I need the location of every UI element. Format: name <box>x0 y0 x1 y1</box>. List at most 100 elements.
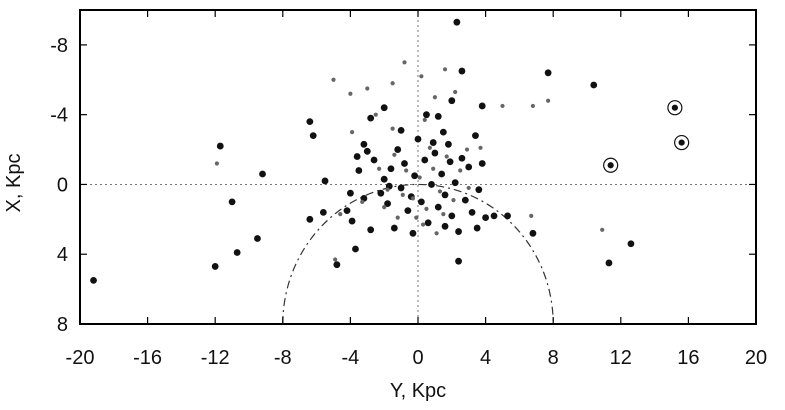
y-axis-title: X, Kpc <box>3 154 25 213</box>
ringed-point-center <box>671 104 678 111</box>
grey-data-point <box>427 145 432 150</box>
grey-data-point <box>437 189 443 194</box>
dark-data-point <box>394 146 402 153</box>
grey-data-point <box>417 175 422 180</box>
dark-data-point <box>367 226 375 234</box>
dark-data-point <box>451 179 459 187</box>
x-tick-label: -16 <box>133 347 162 369</box>
dark-data-point <box>429 139 437 146</box>
y-tick-label: 8 <box>57 314 68 336</box>
x-tick-label: 0 <box>412 347 423 369</box>
dark-data-point <box>441 222 449 230</box>
dark-data-point <box>321 177 329 185</box>
grey-data-point <box>478 145 483 150</box>
dark-data-point <box>529 229 537 237</box>
dark-data-point <box>387 165 395 173</box>
grey-data-point <box>420 222 426 227</box>
x-tick-label: -4 <box>342 347 360 369</box>
dark-data-point <box>424 219 432 227</box>
dark-data-point <box>254 235 261 242</box>
ringed-point-ring <box>674 134 690 151</box>
dark-data-point <box>461 196 469 204</box>
grey-data-point <box>453 89 458 95</box>
dark-data-point <box>458 154 466 162</box>
dark-data-point <box>428 181 435 188</box>
dark-data-point <box>448 97 456 105</box>
dark-data-point <box>423 111 430 119</box>
grey-data-point <box>349 130 355 135</box>
dark-data-point <box>352 245 359 253</box>
grey-data-point <box>382 205 387 210</box>
grey-data-point <box>385 187 390 192</box>
dark-data-point <box>401 160 408 167</box>
dark-data-point <box>439 128 447 136</box>
dark-data-point <box>90 276 97 284</box>
dark-data-point <box>397 126 405 134</box>
grey-data-point <box>402 60 407 65</box>
grey-data-point <box>442 67 448 72</box>
ticks-layer: -20 -16 -12 -8 -4 0 4 8 12 16 20 -8 -4 0 4 8 <box>50 10 767 369</box>
grey-data-point <box>464 147 470 152</box>
dark-data-point <box>404 207 412 215</box>
dark-data-point <box>434 203 442 211</box>
grey-data-point <box>373 112 378 117</box>
dark-data-point <box>355 167 363 174</box>
y-tick-label: -4 <box>50 105 68 127</box>
grey-data-point <box>392 152 397 157</box>
dark-data-point <box>259 170 266 178</box>
dark-data-point <box>438 170 446 178</box>
x-tick-label: 8 <box>548 347 559 369</box>
dark-data-point <box>397 184 405 192</box>
dark-data-point <box>348 217 356 225</box>
x-tick-label: 12 <box>610 347 632 369</box>
grey-data-point <box>377 166 382 171</box>
grey-data-point <box>414 215 419 220</box>
dark-data-point <box>458 67 466 75</box>
dark-data-point <box>380 104 388 112</box>
dark-data-point <box>353 153 361 160</box>
dark-data-point <box>211 263 219 270</box>
reference-circle <box>282 183 554 325</box>
dark-data-point <box>384 200 391 208</box>
grey-data-point <box>390 81 395 86</box>
dark-data-point <box>367 114 375 122</box>
grey-data-point <box>333 257 338 262</box>
dark-data-point <box>333 261 341 269</box>
grey-data-point <box>400 192 405 198</box>
ringed-point-ring <box>667 100 683 116</box>
dark-data-point <box>233 249 241 256</box>
grey-data-point <box>444 154 449 159</box>
dark-data-point <box>431 149 439 157</box>
dark-data-point <box>434 113 442 120</box>
ringed-point-ring <box>603 157 619 173</box>
grey-data-point <box>390 126 395 131</box>
dark-data-point <box>417 198 425 206</box>
dark-data-point <box>363 147 371 155</box>
dark-data-point <box>370 156 378 164</box>
grey-data-point <box>441 212 446 217</box>
dark-data-point <box>504 212 511 220</box>
dark-data-point <box>475 186 483 194</box>
grey-data-point <box>600 227 605 232</box>
dark-data-point <box>309 132 317 140</box>
dark-data-point <box>590 81 598 89</box>
grey-data-point <box>331 77 336 82</box>
x-tick-label: -8 <box>274 347 292 369</box>
dark-data-point <box>380 175 388 183</box>
dark-data-point <box>446 158 454 166</box>
x-tick-label: -12 <box>201 347 230 369</box>
x-axis-title: Y, Kpc <box>390 380 446 402</box>
grey-data-point <box>214 161 219 166</box>
grey-data-point <box>529 213 534 218</box>
dark-data-point <box>306 215 314 223</box>
dark-data-point <box>473 224 481 232</box>
grey-data-point <box>422 117 427 122</box>
grey-data-point <box>500 103 505 109</box>
grey-data-point <box>466 185 471 191</box>
grey-data-point <box>348 91 353 96</box>
dark-data-point <box>347 189 354 197</box>
dark-data-point <box>465 163 473 171</box>
dark-data-point <box>445 140 452 148</box>
dark-data-point <box>441 191 449 199</box>
